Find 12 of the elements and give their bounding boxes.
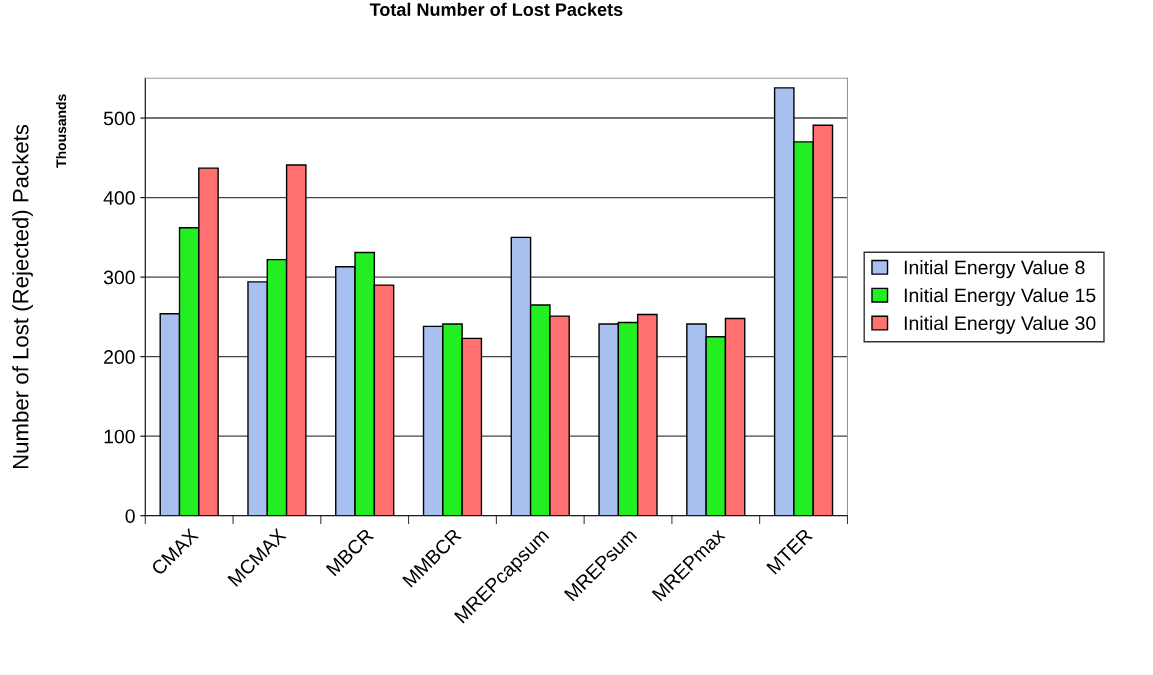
y-tick-label: 200 [104,350,135,364]
text: Thousands [55,94,67,168]
y-tick-label: 100 [104,429,135,444]
y-tick-label: 500 [103,111,135,126]
chart-title: Total Number of Lost Packets [369,2,623,16]
y-tick-label: 300 [103,270,135,285]
y-tick-label: 400 [103,191,135,205]
legend-label: Initial Energy Value 15 [904,287,1096,307]
legend-label: Initial Energy Value 30 [904,315,1096,334]
y-axis-title: Number of Lost (Rejected) Packets [12,124,33,469]
legend-label: Initial Energy Value 8 [904,260,1085,279]
y-tick-label: 0 [125,509,135,523]
